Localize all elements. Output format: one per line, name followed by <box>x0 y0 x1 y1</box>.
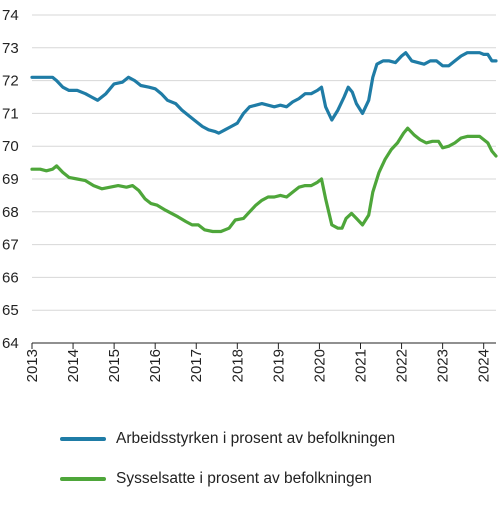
x-tick-label: 2018 <box>229 349 246 382</box>
series-line-0 <box>30 51 498 135</box>
y-tick-label: 70 <box>2 138 19 155</box>
legend-item-series-1: Sysselsatte i prosent av befolkningen <box>60 468 395 490</box>
y-tick-label: 67 <box>2 237 19 254</box>
x-tick-label: 2015 <box>106 349 123 382</box>
x-tick-label: 2017 <box>188 349 205 382</box>
legend: Arbeidsstyrken i prosent av befolkningen… <box>60 428 395 508</box>
y-tick-label: 66 <box>2 269 19 286</box>
x-tick-label: 2019 <box>270 349 287 382</box>
legend-label-series-1: Sysselsatte i prosent av befolkningen <box>116 470 372 487</box>
y-tick-label: 74 <box>2 7 19 24</box>
x-tick-label: 2013 <box>24 349 41 382</box>
legend-swatch-series-1 <box>60 477 106 481</box>
legend-swatch-series-0 <box>60 437 106 441</box>
x-tick-label: 2014 <box>65 349 82 382</box>
legend-label-series-0: Arbeidsstyrken i prosent av befolkningen <box>116 430 396 447</box>
y-tick-label: 65 <box>2 302 19 319</box>
legend-item-series-0: Arbeidsstyrken i prosent av befolkningen <box>60 428 395 450</box>
x-tick-label: 2021 <box>352 349 369 382</box>
line-chart: 64 65 66 67 68 69 70 71 72 73 74 2013 2014 2015 2016 20… <box>2 7 498 382</box>
x-tick-label: 2016 <box>147 349 164 382</box>
y-tick-label: 73 <box>2 40 19 57</box>
x-tick-label: 2022 <box>394 349 411 382</box>
y-tick-label: 69 <box>2 171 19 188</box>
x-tick-label: 2020 <box>311 349 328 382</box>
series-line-1 <box>30 126 498 234</box>
y-tick-label: 68 <box>2 204 19 221</box>
x-tick-label: 2023 <box>435 349 452 382</box>
x-tick-label: 2024 <box>476 349 493 382</box>
y-tick-label: 72 <box>2 73 19 90</box>
y-tick-label: 64 <box>2 335 19 352</box>
y-tick-label: 71 <box>2 105 19 122</box>
